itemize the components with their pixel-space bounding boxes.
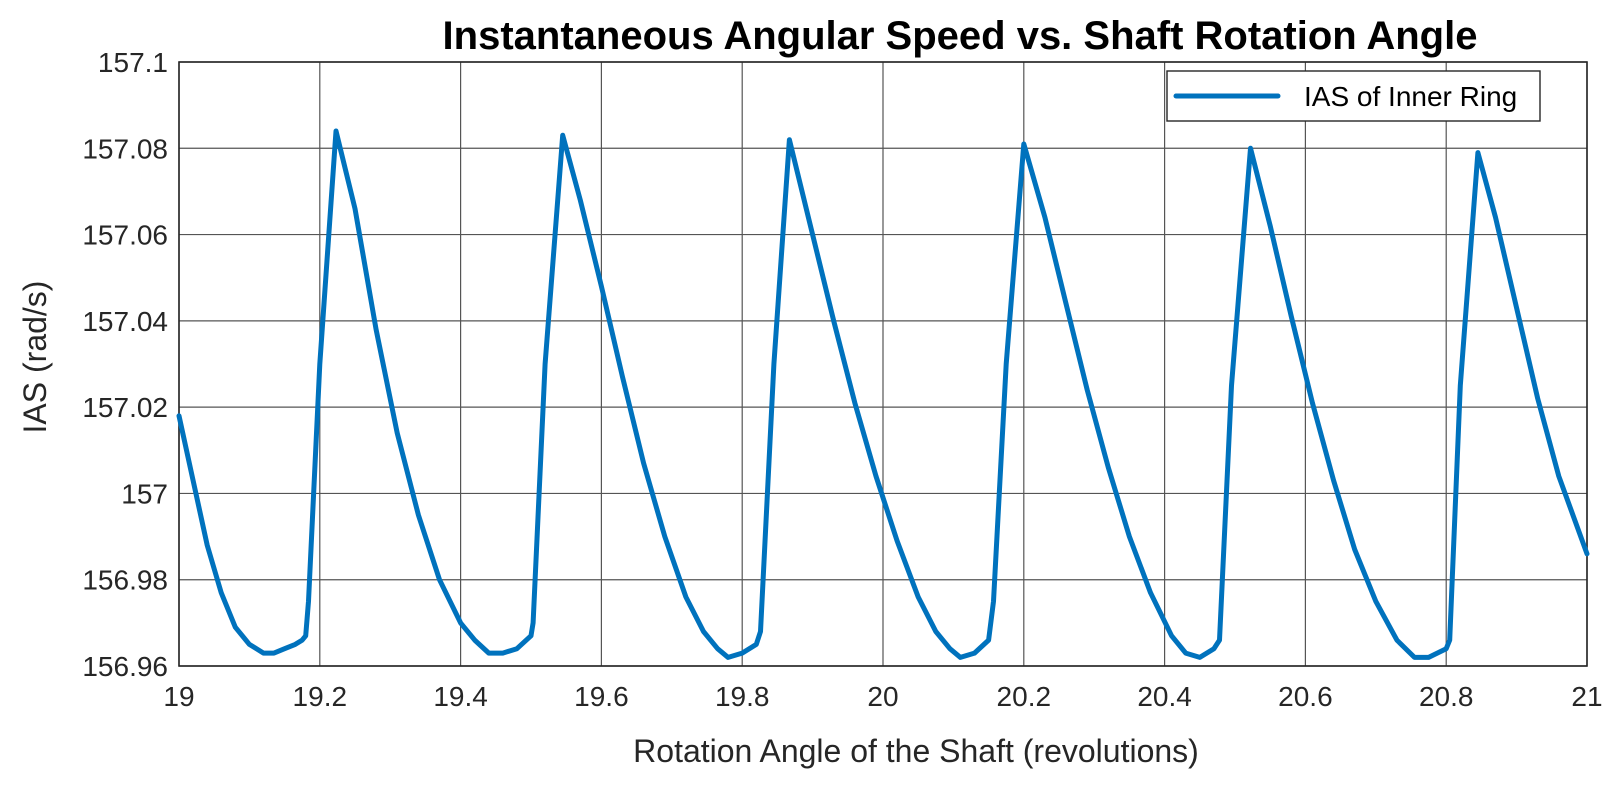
x-tick-label: 20 xyxy=(867,681,898,712)
y-tick-label: 157.1 xyxy=(98,47,168,78)
x-tick-label: 19 xyxy=(163,681,194,712)
series-layer xyxy=(176,128,1590,660)
y-tick-label: 157.04 xyxy=(82,306,168,337)
y-tick-label: 156.98 xyxy=(82,565,168,596)
y-axis-ticks: 156.96 156.98 157 157.02 157.04 157.06 157.08 1… xyxy=(82,47,168,682)
x-tick-label: 20.4 xyxy=(1137,681,1192,712)
grid-lines xyxy=(178,61,1588,667)
y-tick-label: 156.96 xyxy=(82,651,168,682)
x-axis-label: Rotation Angle of the Shaft (revolutions… xyxy=(633,733,1199,769)
series-line-ias-inner-ring xyxy=(176,128,1590,660)
x-tick-label: 20.2 xyxy=(997,681,1052,712)
x-tick-label: 19.4 xyxy=(433,681,488,712)
y-tick-label: 157 xyxy=(121,478,168,509)
x-axis-ticks: 19 19.2 19.4 19.6 19.8 20 20.2 20.4 20.6 20.8 21 xyxy=(163,681,1602,712)
y-tick-label: 157.06 xyxy=(82,220,168,251)
chart-title: Instantaneous Angular Speed vs. Shaft Ro… xyxy=(443,14,1478,58)
plot-frame xyxy=(178,61,1588,667)
y-tick-label: 157.08 xyxy=(82,133,168,164)
x-tick-label: 21 xyxy=(1571,681,1602,712)
y-axis-label: IAS (rad/s) xyxy=(17,281,53,434)
x-tick-label: 20.8 xyxy=(1419,681,1474,712)
legend-label-ias-inner-ring: IAS of Inner Ring xyxy=(1304,81,1517,112)
x-tick-label: 19.2 xyxy=(293,681,348,712)
x-tick-label: 19.6 xyxy=(574,681,629,712)
x-tick-label: 20.6 xyxy=(1278,681,1333,712)
y-tick-label: 157.02 xyxy=(82,392,168,423)
x-tick-label: 19.8 xyxy=(715,681,770,712)
legend: IAS of Inner Ring xyxy=(1166,70,1541,122)
